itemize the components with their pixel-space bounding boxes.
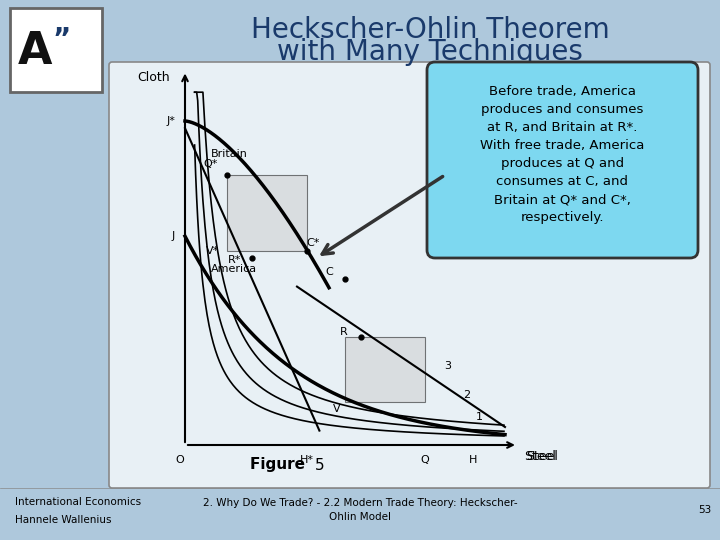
Text: Cloth: Cloth <box>138 71 170 84</box>
Polygon shape <box>345 337 425 402</box>
Text: H*: H* <box>300 455 314 465</box>
Text: America: America <box>210 264 257 274</box>
Text: Steel: Steel <box>524 450 556 463</box>
Text: Heckscher-Ohlin Theorem: Heckscher-Ohlin Theorem <box>251 16 609 44</box>
Text: ”: ” <box>53 26 71 54</box>
Text: C: C <box>325 267 333 277</box>
Text: Q*: Q* <box>204 159 217 169</box>
Text: R*: R* <box>228 254 241 265</box>
Text: Figure: Figure <box>250 457 310 472</box>
Text: O: O <box>176 455 184 465</box>
Text: C*: C* <box>306 238 320 248</box>
Text: Hannele Wallenius: Hannele Wallenius <box>15 515 112 525</box>
Text: 3: 3 <box>444 361 451 372</box>
Text: H: H <box>469 455 477 465</box>
Polygon shape <box>227 175 307 251</box>
Text: Q: Q <box>420 455 429 465</box>
Text: V: V <box>333 404 341 414</box>
Text: Steel: Steel <box>526 450 558 463</box>
Text: with Many Techniques: with Many Techniques <box>277 38 583 66</box>
FancyBboxPatch shape <box>10 8 102 92</box>
Text: Britain: Britain <box>210 149 248 159</box>
Text: 53: 53 <box>698 505 711 515</box>
Text: International Economics: International Economics <box>15 497 141 507</box>
Text: R: R <box>340 327 347 336</box>
FancyBboxPatch shape <box>427 62 698 258</box>
FancyBboxPatch shape <box>109 62 710 488</box>
Text: J: J <box>171 231 175 241</box>
Text: 5: 5 <box>315 457 325 472</box>
Text: A: A <box>18 30 53 73</box>
Text: 2. Why Do We Trade? - 2.2 Modern Trade Theory: Heckscher-
Ohlin Model: 2. Why Do We Trade? - 2.2 Modern Trade T… <box>203 498 517 522</box>
Text: 1: 1 <box>476 412 483 422</box>
Text: Before trade, America
produces and consumes
at R, and Britain at R*.
With free t: Before trade, America produces and consu… <box>480 85 644 225</box>
Text: V*: V* <box>207 246 220 255</box>
Text: 2: 2 <box>463 390 470 400</box>
Text: J*: J* <box>166 116 176 126</box>
